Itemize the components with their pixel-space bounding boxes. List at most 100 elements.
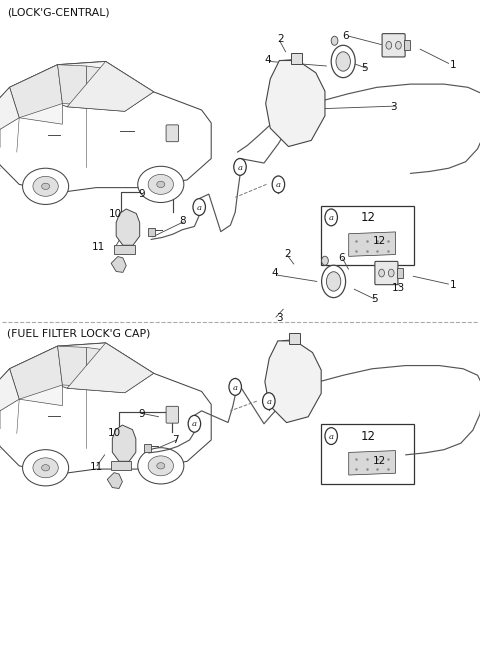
Bar xyxy=(288,333,300,344)
Polygon shape xyxy=(58,65,86,105)
Text: a: a xyxy=(197,204,202,212)
Bar xyxy=(144,444,151,452)
Text: 6: 6 xyxy=(342,30,349,41)
Polygon shape xyxy=(67,347,115,388)
Circle shape xyxy=(336,52,350,71)
Text: 6: 6 xyxy=(338,252,345,263)
Polygon shape xyxy=(348,450,396,475)
Bar xyxy=(291,52,302,63)
Circle shape xyxy=(322,265,346,298)
Text: 5: 5 xyxy=(361,63,368,73)
Ellipse shape xyxy=(157,181,165,188)
Text: 2: 2 xyxy=(285,248,291,259)
Text: 10: 10 xyxy=(108,428,121,439)
Text: 8: 8 xyxy=(179,216,186,226)
Ellipse shape xyxy=(23,168,69,204)
Polygon shape xyxy=(10,343,154,393)
Circle shape xyxy=(331,45,355,78)
Polygon shape xyxy=(0,343,211,474)
Circle shape xyxy=(188,415,201,432)
Circle shape xyxy=(325,209,337,226)
Circle shape xyxy=(229,378,241,395)
Polygon shape xyxy=(10,65,62,118)
Ellipse shape xyxy=(33,458,58,477)
Bar xyxy=(404,40,410,50)
FancyBboxPatch shape xyxy=(166,125,179,142)
Ellipse shape xyxy=(157,463,165,469)
Text: 3: 3 xyxy=(276,313,283,324)
Ellipse shape xyxy=(148,456,173,476)
Polygon shape xyxy=(10,61,154,111)
Text: a: a xyxy=(192,421,197,428)
Circle shape xyxy=(331,36,338,45)
Polygon shape xyxy=(348,232,396,256)
Text: 13: 13 xyxy=(392,283,405,293)
Polygon shape xyxy=(67,61,154,111)
Circle shape xyxy=(193,199,205,215)
Ellipse shape xyxy=(138,166,184,203)
Bar xyxy=(397,268,403,278)
Bar xyxy=(148,228,155,236)
Bar xyxy=(321,424,414,484)
Circle shape xyxy=(234,159,246,175)
Ellipse shape xyxy=(42,465,49,471)
Ellipse shape xyxy=(42,183,49,190)
Polygon shape xyxy=(10,369,62,406)
Circle shape xyxy=(263,393,275,410)
FancyBboxPatch shape xyxy=(375,261,398,285)
Polygon shape xyxy=(67,66,115,107)
Polygon shape xyxy=(116,209,140,245)
Polygon shape xyxy=(10,346,62,399)
Polygon shape xyxy=(110,461,131,470)
Polygon shape xyxy=(10,87,62,124)
Text: a: a xyxy=(329,433,334,441)
Polygon shape xyxy=(108,472,122,488)
Ellipse shape xyxy=(138,448,184,484)
Text: (LOCK'G-CENTRAL): (LOCK'G-CENTRAL) xyxy=(7,8,110,17)
Text: a: a xyxy=(238,164,242,171)
Text: 5: 5 xyxy=(371,294,378,304)
Polygon shape xyxy=(115,245,134,254)
Polygon shape xyxy=(112,425,136,461)
Polygon shape xyxy=(58,346,86,386)
Text: 4: 4 xyxy=(271,268,278,278)
Text: 11: 11 xyxy=(92,242,105,252)
Bar xyxy=(321,206,414,265)
FancyBboxPatch shape xyxy=(382,34,405,57)
Text: 1: 1 xyxy=(450,60,457,70)
Text: 11: 11 xyxy=(89,462,103,472)
Text: 9: 9 xyxy=(138,189,145,199)
Circle shape xyxy=(326,272,341,291)
Text: a: a xyxy=(266,398,271,406)
Text: 1: 1 xyxy=(450,280,457,290)
Circle shape xyxy=(388,269,394,277)
Circle shape xyxy=(386,41,392,49)
Polygon shape xyxy=(111,256,126,272)
Text: a: a xyxy=(233,384,238,391)
Text: 10: 10 xyxy=(108,208,122,219)
Text: a: a xyxy=(329,214,334,222)
Polygon shape xyxy=(265,341,321,422)
Polygon shape xyxy=(266,61,325,147)
Text: 12: 12 xyxy=(361,211,376,224)
Circle shape xyxy=(379,269,384,277)
Circle shape xyxy=(272,176,285,193)
Text: 7: 7 xyxy=(172,435,179,445)
Text: (FUEL FILTER LOCK'G CAP): (FUEL FILTER LOCK'G CAP) xyxy=(7,328,151,338)
Text: 9: 9 xyxy=(138,409,145,419)
Polygon shape xyxy=(67,343,154,393)
Text: 3: 3 xyxy=(390,102,397,112)
FancyBboxPatch shape xyxy=(166,406,179,423)
Polygon shape xyxy=(0,369,19,411)
Polygon shape xyxy=(0,61,211,193)
Text: 4: 4 xyxy=(264,54,271,65)
Circle shape xyxy=(396,41,401,49)
Circle shape xyxy=(325,428,337,444)
Ellipse shape xyxy=(33,177,58,196)
Ellipse shape xyxy=(148,175,173,194)
Ellipse shape xyxy=(23,450,69,486)
Text: 12: 12 xyxy=(361,430,376,443)
Text: 12: 12 xyxy=(372,455,386,466)
Circle shape xyxy=(322,256,328,265)
Text: a: a xyxy=(276,181,281,189)
